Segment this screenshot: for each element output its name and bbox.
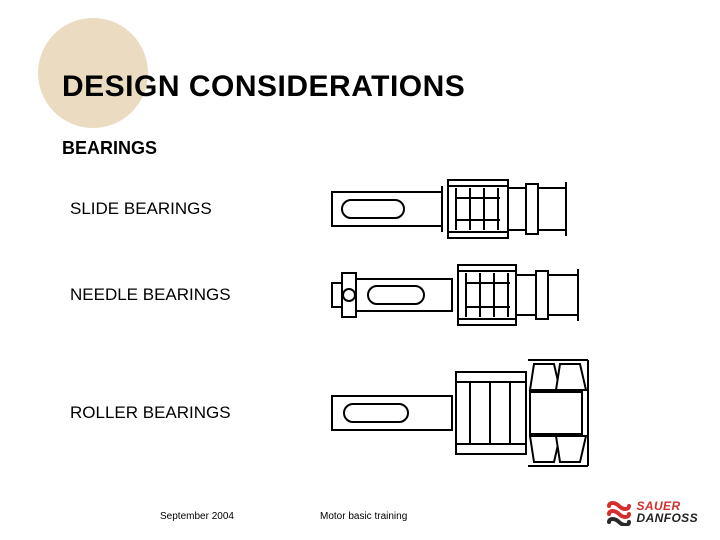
row-roller-bearings: ROLLER BEARINGS [70, 358, 690, 468]
page-subtitle: BEARINGS [62, 138, 157, 159]
diagram-needle-bearings [330, 263, 690, 327]
footer-center: Motor basic training [320, 511, 407, 522]
row-label: NEEDLE BEARINGS [70, 285, 330, 305]
row-slide-bearings: SLIDE BEARINGS [70, 178, 690, 240]
footer-date: September 2004 [160, 511, 320, 522]
page-title: DESIGN CONSIDERATIONS [62, 70, 465, 104]
row-needle-bearings: NEEDLE BEARINGS [70, 263, 690, 327]
diagram-slide-bearings [330, 178, 690, 240]
diagram-roller-bearings [330, 358, 690, 468]
brand-logo: SAUER DANFOSS [605, 498, 698, 526]
row-label: SLIDE BEARINGS [70, 199, 330, 219]
logo-icon [605, 498, 633, 526]
logo-text-line2: DANFOSS [637, 512, 698, 524]
row-label: ROLLER BEARINGS [70, 403, 330, 423]
